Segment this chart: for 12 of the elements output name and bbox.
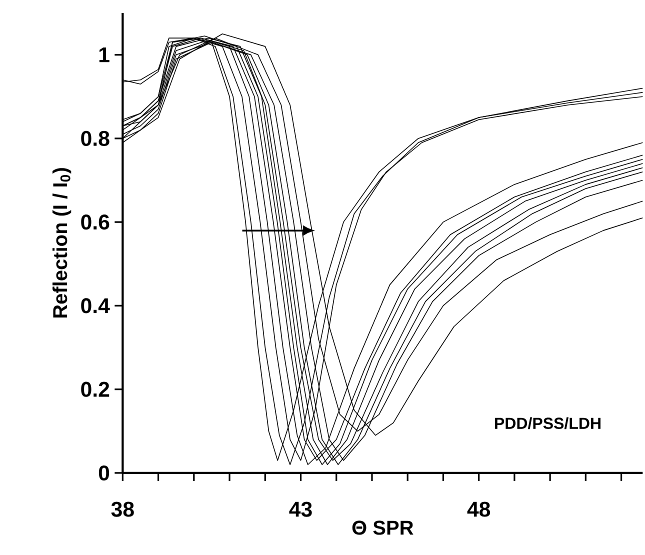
y-tick-label: 0.8: [81, 130, 110, 146]
x-tick-label: 48: [467, 502, 490, 517]
y-tick-label: 0.2: [81, 382, 110, 397]
x-tick-label: 43: [289, 502, 312, 517]
x-tick-label: 38: [111, 502, 134, 517]
y-tick-label: 0.6: [81, 214, 110, 230]
y-axis-title: Reflection (I / I$_{0}$): [52, 168, 72, 318]
y-tick-label: 0.4: [81, 298, 110, 314]
y-tick-label: 0: [98, 465, 110, 481]
y-tick-label: 1: [99, 47, 110, 62]
annotation: PDD/PSS/LDH: [495, 417, 600, 430]
x-axis-title: Θ SPR: [352, 520, 414, 535]
